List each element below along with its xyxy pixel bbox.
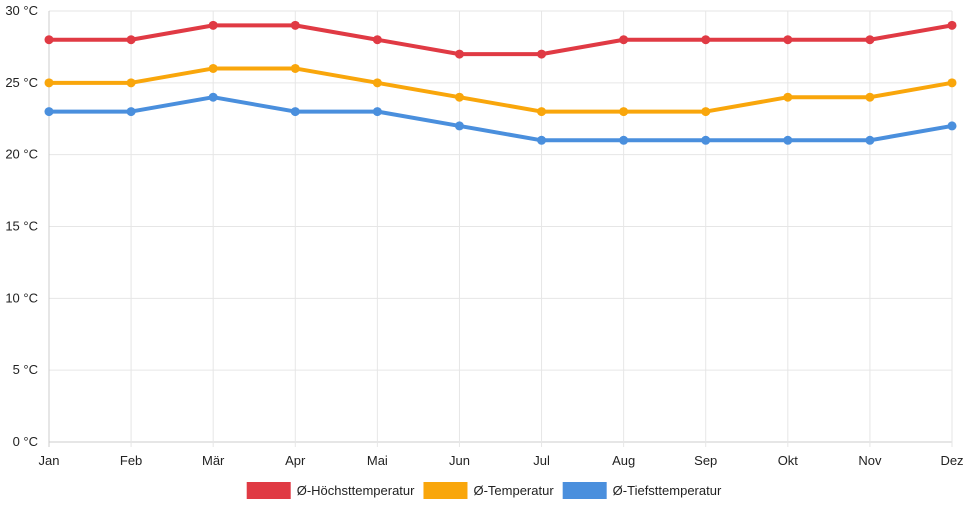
data-point[interactable] — [947, 78, 957, 88]
data-point[interactable] — [865, 92, 875, 102]
legend-label: Ø-Höchsttemperatur — [297, 483, 415, 498]
x-tick-label: Dez — [940, 453, 963, 468]
data-point[interactable] — [126, 35, 136, 45]
data-point[interactable] — [372, 107, 382, 117]
data-point[interactable] — [44, 107, 54, 117]
data-point[interactable] — [783, 135, 793, 145]
data-point[interactable] — [208, 63, 218, 73]
chart-axes: 0 °C 5 °C 10 °C 15 °C 20 °C 25 °C 30 °C Jan Feb M… — [5, 3, 963, 468]
legend-label: Ø-Temperatur — [473, 483, 554, 498]
x-tick-label: Sep — [694, 453, 717, 468]
x-tick-label: Aug — [612, 453, 635, 468]
data-point[interactable] — [208, 20, 218, 30]
data-point[interactable] — [783, 35, 793, 45]
data-point[interactable] — [701, 107, 711, 117]
series-line — [47, 66, 954, 114]
legend-item[interactable]: Ø-Tiefsttemperatur — [562, 482, 722, 499]
data-point[interactable] — [44, 78, 54, 88]
data-point[interactable] — [290, 20, 300, 30]
data-point[interactable] — [454, 92, 464, 102]
data-point[interactable] — [126, 107, 136, 117]
x-tick-label: Jan — [39, 453, 60, 468]
data-point[interactable] — [454, 49, 464, 59]
data-point[interactable] — [290, 107, 300, 117]
data-point[interactable] — [372, 78, 382, 88]
data-point[interactable] — [537, 49, 547, 59]
data-point[interactable] — [947, 121, 957, 131]
data-point[interactable] — [44, 35, 54, 45]
x-tick-label: Mär — [202, 453, 225, 468]
chart-legend[interactable]: Ø-Höchsttemperatur Ø-Temperatur Ø-Tiefstte… — [246, 482, 722, 499]
series-line — [47, 95, 954, 143]
data-point[interactable] — [454, 121, 464, 131]
chart-series — [44, 20, 957, 145]
data-point[interactable] — [701, 135, 711, 145]
data-point[interactable] — [783, 92, 793, 102]
legend-swatch — [246, 482, 291, 499]
data-point[interactable] — [865, 35, 875, 45]
data-point[interactable] — [537, 135, 547, 145]
legend-swatch — [423, 482, 468, 499]
x-tick-label: Nov — [858, 453, 882, 468]
y-tick-label: 0 °C — [13, 434, 38, 449]
data-point[interactable] — [208, 92, 218, 102]
data-point[interactable] — [701, 35, 711, 45]
x-tick-label: Okt — [778, 453, 799, 468]
data-point[interactable] — [290, 63, 300, 73]
data-point[interactable] — [126, 78, 136, 88]
y-tick-label: 25 °C — [5, 75, 38, 90]
y-tick-label: 10 °C — [5, 290, 38, 305]
series-line — [47, 23, 954, 57]
y-tick-label: 5 °C — [13, 362, 38, 377]
chart-grid — [48, 10, 953, 447]
data-point[interactable] — [947, 20, 957, 30]
y-tick-label: 15 °C — [5, 219, 38, 234]
x-tick-label: Jul — [533, 453, 550, 468]
x-tick-label: Jun — [449, 453, 470, 468]
y-tick-label: 30 °C — [5, 3, 38, 18]
legend-item[interactable]: Ø-Temperatur — [423, 482, 554, 499]
legend-swatch — [562, 482, 607, 499]
data-point[interactable] — [619, 35, 629, 45]
series-3 — [44, 92, 957, 145]
data-point[interactable] — [619, 135, 629, 145]
x-tick-label: Apr — [285, 453, 306, 468]
data-point[interactable] — [865, 135, 875, 145]
legend-label: Ø-Tiefsttemperatur — [613, 483, 722, 498]
legend-item[interactable]: Ø-Höchsttemperatur — [246, 482, 415, 499]
data-point[interactable] — [537, 107, 547, 117]
x-tick-label: Feb — [120, 453, 142, 468]
x-tick-label: Mai — [367, 453, 388, 468]
data-point[interactable] — [372, 35, 382, 45]
data-point[interactable] — [619, 107, 629, 117]
series-1 — [44, 20, 957, 59]
series-2 — [44, 63, 957, 117]
y-tick-label: 20 °C — [5, 147, 38, 162]
